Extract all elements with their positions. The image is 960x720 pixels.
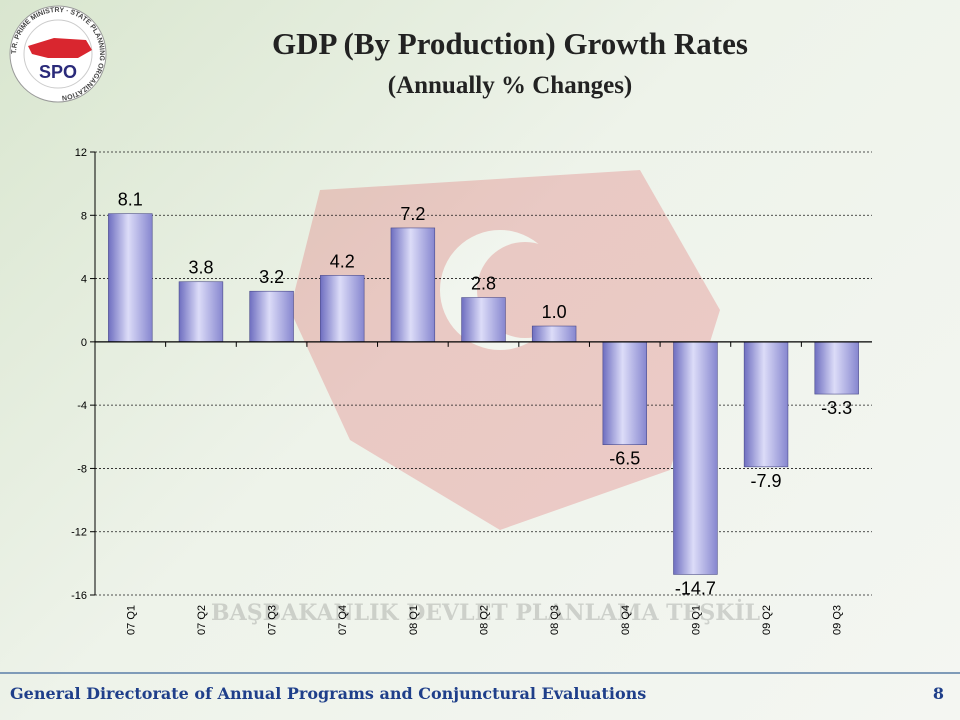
logo-abbreviation: SPO [39,62,77,82]
x-tick-label-6: 08 Q3 [549,605,561,635]
data-label-4: 7.2 [400,204,425,224]
x-tick-label-10: 09 Q3 [832,605,844,635]
bar-09-q1 [673,341,718,575]
data-label-0: 8.1 [118,190,143,210]
x-tick-label-1: 07 Q2 [196,605,208,635]
gdp-bar-chart: 12 8 4 0 -4 -8 -12 -16 8.1 07 Q1 3.8 07 Q2 3.2 07 Q3 4… [71,147,872,635]
footer-text: General Directorate of Annual Programs a… [10,684,647,703]
y-tick-label-7: -16 [71,590,87,602]
x-tick-label-2: 07 Q3 [267,605,279,635]
data-label-7: -6.5 [609,449,640,469]
spo-logo: SPO T.R. PRIME MINISTRY · STATE PLANNING… [9,5,107,103]
chart-title: GDP (By Production) Growth Rates [272,26,748,61]
y-tick-label-3: 0 [81,337,87,349]
bar-09-q3 [814,341,859,395]
footer-divider [0,672,960,674]
data-label-5: 2.8 [471,274,496,294]
data-label-8: -14.7 [675,578,716,598]
y-tick-label-4: -4 [77,400,87,412]
data-label-1: 3.8 [188,258,213,278]
x-tick-label-8: 09 Q1 [690,605,702,635]
x-tick-label-0: 07 Q1 [125,605,137,635]
bar-08-q3 [531,325,577,343]
turkey-map-icon [28,38,92,58]
data-label-10: -3.3 [821,398,852,418]
data-label-3: 4.2 [330,251,355,271]
x-tick-label-9: 09 Q2 [761,605,773,635]
bar-07-q4 [320,275,365,343]
y-tick-label-6: -12 [71,527,87,539]
bar-09-q2 [743,341,789,468]
y-tick-label-2: 4 [81,274,87,286]
bar-08-q1 [390,227,436,343]
y-tick-label-0: 12 [75,147,87,159]
bar-08-q4 [602,341,647,445]
data-label-6: 1.0 [542,302,567,322]
x-tick-label-5: 08 Q2 [479,605,491,635]
page-number: 8 [932,684,944,703]
x-tick-label-4: 08 Q1 [408,605,420,635]
x-tick-label-7: 08 Q4 [620,605,632,635]
data-label-9: -7.9 [751,471,782,491]
bar-07-q1 [108,213,153,343]
y-tick-label-5: -8 [77,463,87,475]
y-tick-label-1: 8 [81,210,87,222]
bar-07-q3 [249,290,294,343]
bar-08-q2 [461,297,506,343]
x-tick-label-3: 07 Q4 [337,605,349,635]
chart-subtitle: (Annually % Changes) [387,72,633,99]
data-label-2: 3.2 [259,267,284,287]
bar-07-q2 [178,281,224,343]
